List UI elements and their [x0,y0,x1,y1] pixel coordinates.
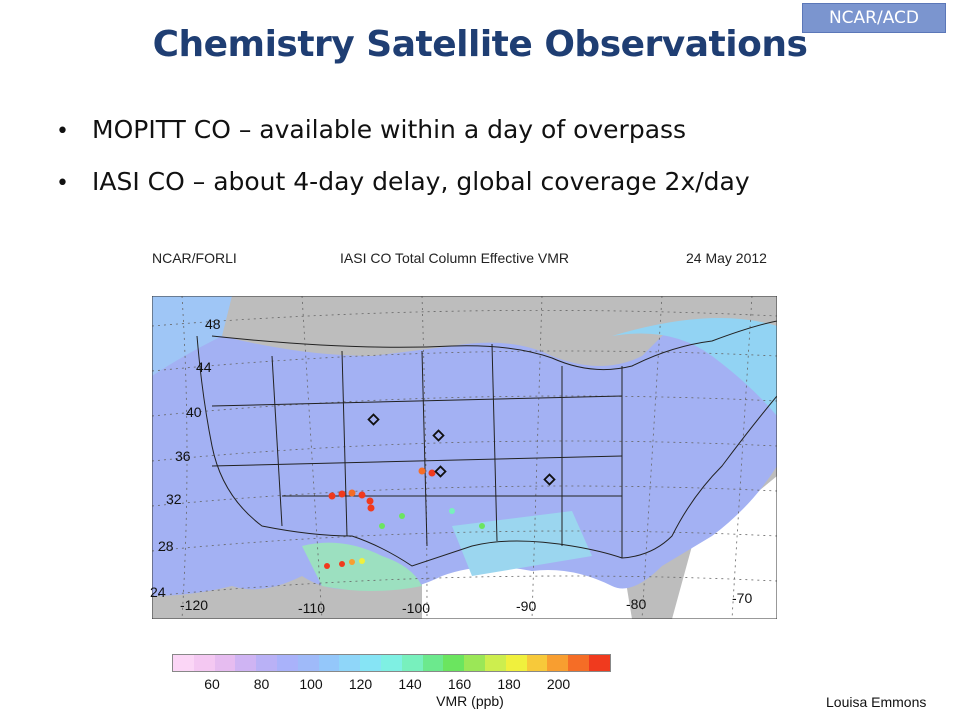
bullet-dot-icon: • [56,119,69,144]
graticule [152,296,777,619]
co-map [152,296,777,619]
co-field-ne [612,318,777,416]
atlantic-water [672,476,777,619]
colorbar-swatch [505,655,527,671]
lat-label: 28 [158,538,174,554]
station-markers [367,413,556,486]
colorbar-swatch [214,655,236,671]
colorbar-swatch [173,655,194,671]
colorbar-tick-label: 80 [253,676,270,692]
colorbar-tick-label: 180 [497,676,521,692]
lat-label: 40 [186,404,202,420]
colorbar-swatch [276,655,298,671]
lat-label: 32 [166,491,182,507]
bullet-item: • MOPITT CO – available within a day of o… [56,104,750,156]
colorbar-swatch [526,655,548,671]
lon-label: -80 [626,596,647,612]
colorbar-swatch [256,655,277,671]
colorbar-swatch [380,655,402,671]
colorbar [172,654,611,672]
co-field-nw [152,296,232,376]
colorbar-swatch [193,655,215,671]
bullet-text: IASI CO – about 4-day delay, global cove… [92,167,750,196]
bullet-list: • MOPITT CO – available within a day of o… [56,104,750,208]
colorbar-tick-label: 160 [447,676,472,692]
bullet-dot-icon: • [56,171,69,196]
figure-date: 24 May 2012 [686,250,767,266]
colorbar-swatch [401,655,423,671]
lon-label: -120 [180,597,209,613]
colorbar-swatch [443,655,465,671]
lat-label: 24 [150,584,166,600]
colorbar-label: VMR (ppb) [436,693,504,709]
bullet-item: • IASI CO – about 4-day delay, global cov… [56,156,750,208]
lon-label: -100 [402,600,431,616]
lon-label: -70 [732,590,753,606]
slide-title: Chemistry Satellite Observations [152,24,808,65]
lat-label: 48 [205,316,221,332]
borders [196,320,777,567]
colorbar-swatch [318,655,340,671]
org-badge: NCAR/ACD [802,3,946,33]
lon-label: -110 [298,600,325,616]
colorbar-swatch [547,655,569,671]
colorbar-tick-label: 140 [398,676,422,692]
colorbar-tick-label: 200 [546,676,571,692]
colorbar-swatch [422,655,444,671]
high-co-markers [324,467,485,569]
colorbar-swatch [588,655,610,671]
colorbar-swatch [360,655,381,671]
colorbar-swatch [297,655,319,671]
lon-label: -90 [516,598,537,614]
author-credit: Louisa Emmons [826,694,927,710]
colorbar-tick-label: 120 [348,676,373,692]
co-field-mexico [302,542,422,591]
colorbar-swatch [568,655,589,671]
figure-title: IASI CO Total Column Effective VMR [340,250,570,266]
colorbar-swatch [235,655,257,671]
colorbar-tick-label: 60 [204,676,220,692]
lat-label: 44 [196,359,212,375]
colorbar-tick-label: 100 [299,676,323,692]
figure-source: NCAR/FORLI [152,250,237,266]
colorbar-swatch [464,655,485,671]
colorbar-swatch [484,655,506,671]
bullet-text: MOPITT CO – available within a day of ov… [92,115,687,144]
lat-label: 36 [175,448,191,464]
co-field-south [452,511,592,576]
colorbar-swatch [339,655,361,671]
